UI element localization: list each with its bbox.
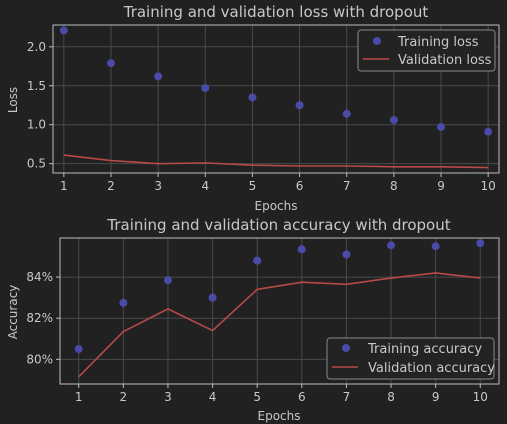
- accuracy-legend-training-label: Training accuracy: [367, 342, 482, 357]
- accuracy-training-point-9: [476, 239, 485, 248]
- loss-chart-title: Training and validation loss with dropou…: [123, 3, 429, 21]
- loss-x-tick-label-7: 8: [390, 179, 398, 193]
- loss-training-point-1: [106, 59, 115, 68]
- accuracy-x-tick-label-7: 8: [387, 390, 395, 404]
- loss-training-point-5: [295, 101, 304, 110]
- accuracy-training-point-6: [342, 250, 351, 259]
- loss-x-tick-label-1: 2: [107, 179, 115, 193]
- loss-training-point-6: [342, 109, 351, 118]
- loss-x-tick-label-4: 5: [249, 179, 257, 193]
- loss-x-tick-label-0: 1: [60, 179, 68, 193]
- loss-legend-training-label: Training loss: [397, 35, 479, 50]
- accuracy-training-point-3: [208, 293, 217, 302]
- loss-training-point-3: [201, 84, 210, 93]
- accuracy-x-tick-label-0: 1: [75, 390, 83, 404]
- loss-chart: Training and validation loss with dropou…: [6, 3, 500, 213]
- loss-x-tick-label-8: 9: [437, 179, 445, 193]
- loss-y-tick-label-2: 1.5: [27, 79, 46, 93]
- accuracy-legend-validation-label: Validation accuracy: [368, 361, 495, 376]
- loss-x-axis-label: Epochs: [255, 199, 298, 213]
- loss-axes-frame: [52, 24, 500, 174]
- accuracy-training-point-1: [119, 298, 128, 307]
- accuracy-plot-area: 1 2 3 4 5 6 7 8 9 10 80% 82% 84%: [26, 237, 500, 404]
- accuracy-y-tick-label-0: 80%: [26, 352, 53, 366]
- loss-training-point-4: [248, 93, 257, 102]
- accuracy-training-point-7: [387, 241, 396, 250]
- loss-legend-validation-label: Validation loss: [398, 53, 492, 68]
- loss-training-point-2: [154, 72, 163, 81]
- accuracy-x-tick-label-1: 2: [120, 390, 128, 404]
- accuracy-training-point-0: [74, 345, 83, 354]
- accuracy-x-tick-label-4: 5: [253, 390, 261, 404]
- loss-legend: Training loss Validation loss: [357, 29, 496, 72]
- loss-x-tick-label-6: 7: [343, 179, 351, 193]
- loss-x-tick-label-5: 6: [296, 179, 304, 193]
- loss-y-axis-label: Loss: [6, 87, 20, 113]
- accuracy-y-tick-label-2: 84%: [26, 270, 53, 284]
- accuracy-chart-title: Training and validation accuracy with dr…: [106, 216, 450, 234]
- loss-x-tick-label-3: 4: [201, 179, 209, 193]
- accuracy-x-tick-label-5: 6: [298, 390, 306, 404]
- accuracy-validation-line: [78, 272, 481, 378]
- accuracy-training-point-8: [431, 242, 440, 251]
- accuracy-x-tick-label-9: 10: [473, 390, 488, 404]
- loss-training-point-7: [389, 116, 398, 125]
- loss-validation-line: [63, 154, 489, 169]
- accuracy-y-axis-label: Accuracy: [6, 285, 20, 340]
- accuracy-legend: Training accuracy Validation accuracy: [326, 337, 495, 380]
- accuracy-legend-training-marker: [342, 344, 350, 352]
- accuracy-training-point-2: [163, 276, 172, 285]
- loss-training-point-8: [437, 123, 446, 132]
- loss-training-point-9: [484, 127, 493, 136]
- accuracy-chart: Training and validation accuracy with dr…: [6, 216, 500, 423]
- accuracy-x-tick-label-2: 3: [164, 390, 172, 404]
- loss-y-tick-label-1: 1.0: [27, 118, 46, 132]
- accuracy-training-point-5: [297, 245, 306, 254]
- loss-y-tick-label-3: 2.0: [27, 40, 46, 54]
- accuracy-axes-frame: [59, 237, 500, 385]
- loss-x-tick-label-2: 3: [154, 179, 162, 193]
- accuracy-legend-box: [326, 337, 495, 380]
- accuracy-y-tick-label-1: 82%: [26, 311, 53, 325]
- accuracy-x-tick-label-6: 7: [343, 390, 351, 404]
- loss-y-tick-label-0: 0.5: [27, 157, 46, 171]
- loss-training-point-0: [59, 26, 68, 35]
- accuracy-x-tick-label-8: 9: [432, 390, 440, 404]
- loss-x-tick-label-9: 10: [481, 179, 496, 193]
- loss-legend-training-marker: [373, 37, 381, 45]
- accuracy-x-axis-label: Epochs: [258, 409, 301, 423]
- accuracy-training-point-4: [253, 256, 262, 265]
- accuracy-x-tick-label-3: 4: [209, 390, 217, 404]
- loss-legend-box: [357, 29, 496, 72]
